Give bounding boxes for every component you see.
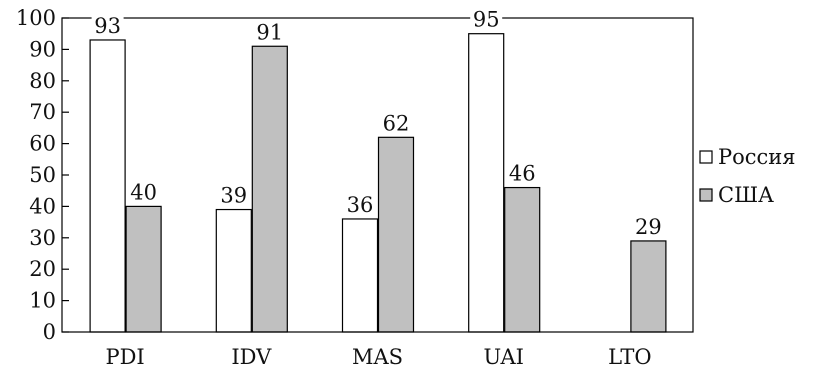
bar-uai-series-1	[468, 33, 505, 333]
x-category-label: IDV	[231, 345, 272, 369]
data-label: 40	[130, 180, 157, 204]
x-category-label: LTO	[608, 345, 651, 369]
y-tick-label: 50	[29, 163, 56, 187]
y-tick-label: 40	[29, 194, 56, 218]
legend-label: Россия	[718, 145, 796, 169]
data-label-bg	[632, 214, 665, 237]
bar-pdi-series-1	[89, 39, 126, 333]
data-label-bg	[91, 13, 124, 36]
bar-idv-series-2	[251, 45, 288, 333]
plot-frame	[61, 17, 694, 333]
x-category-label: MAS	[352, 345, 403, 369]
bar-mas-series-1	[341, 218, 379, 333]
y-tick-label: 80	[29, 69, 56, 93]
data-label-bg	[127, 180, 160, 203]
data-label-bg	[253, 20, 286, 43]
y-tick-label: 60	[29, 132, 56, 156]
data-label-bg	[506, 161, 539, 184]
data-label: 93	[94, 14, 121, 38]
data-label: 29	[635, 215, 662, 239]
y-tick-label: 70	[29, 100, 56, 124]
legend: Россия США	[699, 145, 796, 207]
data-label: 62	[383, 111, 410, 135]
y-tick-label: 90	[29, 37, 56, 61]
data-label: 91	[256, 20, 283, 44]
y-tick-label: 10	[29, 289, 56, 313]
data-label-bg	[217, 183, 250, 206]
y-tick-label: 0	[43, 320, 56, 344]
data-label: 46	[509, 162, 536, 186]
y-tick-label: 100	[16, 6, 56, 30]
y-tick-label: 20	[29, 257, 56, 281]
x-axis: PDI IDV MAS UAI LTO	[105, 345, 651, 369]
y-tick-label: 30	[29, 226, 56, 250]
y-axis: 0 10 20 30 40 50 60 70 80 90 100	[16, 6, 69, 344]
legend-swatch	[699, 150, 713, 164]
data-label-bg	[380, 111, 412, 134]
legend-label: США	[718, 183, 774, 207]
data-label: 36	[347, 193, 374, 217]
x-category-label: UAI	[483, 345, 524, 369]
bar-idv-series-1	[215, 208, 252, 333]
data-label: 39	[220, 184, 247, 208]
x-category-label: PDI	[105, 345, 144, 369]
bar-uai-series-2	[504, 186, 541, 333]
bar-lto-series-2	[630, 240, 667, 333]
bar-mas-series-2	[377, 136, 415, 333]
data-label: 95	[473, 8, 500, 32]
data-label-bg	[470, 7, 503, 30]
data-label-bg	[344, 192, 376, 215]
bars	[89, 33, 667, 333]
data-labels: 93 39 36 95 40 91 62 46 29	[91, 7, 665, 239]
legend-swatch	[699, 188, 713, 202]
bar-pdi-series-2	[125, 205, 162, 333]
